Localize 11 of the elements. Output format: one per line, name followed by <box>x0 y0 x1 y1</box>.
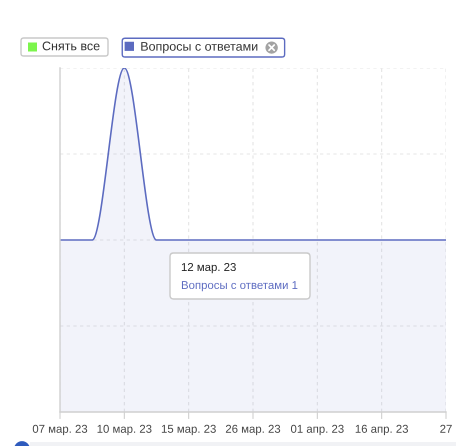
x-tick-label: 01 апр. 23 <box>290 424 344 436</box>
x-tick-label: 15 мар. 23 <box>162 424 216 436</box>
text: Снять все <box>42 42 100 50</box>
x-tick-label: 16 апр. 23 <box>356 424 408 436</box>
legend-label: Вопросы с ответами <box>141 42 258 54</box>
annotation: 12 мар. 23 <box>182 262 236 274</box>
annotation: Вопросы с ответами 1 <box>182 281 298 292</box>
x-tick-label: 10 мар. 23 <box>98 424 152 436</box>
x-tick-label: 07 мар. 23 <box>32 424 88 436</box>
x-tick-label: 26 мар. 23 <box>226 424 280 436</box>
x-tick-label: 27 <box>440 424 452 433</box>
